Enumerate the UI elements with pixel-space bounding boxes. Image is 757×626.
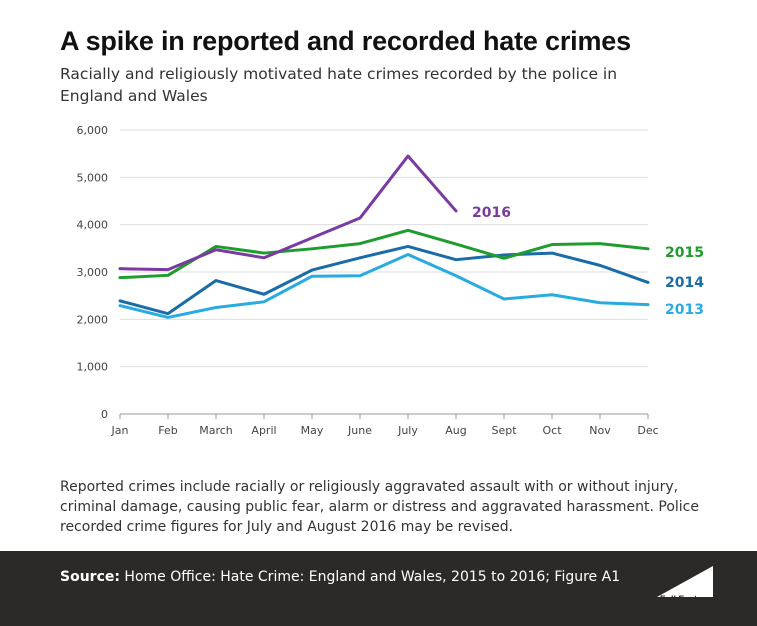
y-tick-label: 1,000 (77, 361, 109, 374)
series-line-2016 (118, 154, 458, 272)
x-axis: Jan Feb March April May June July Aug Sept Oct Nov… (111, 414, 659, 437)
chart-title: A spike in reported and recorded hate cr… (60, 26, 631, 56)
series-lines (118, 154, 650, 319)
series-labels: 2013 2014 2015 2016 (472, 205, 704, 318)
x-tick-label: July (397, 424, 418, 437)
series-line-2013 (118, 252, 650, 319)
footer: Source: Home Office: Hate Crime: England… (0, 551, 757, 626)
x-tick-label: Sept (491, 424, 517, 437)
chart-subtitle: Racially and religiously motivated hate … (60, 65, 618, 105)
y-tick-label: 0 (101, 408, 108, 421)
logo-text: Full Fact (660, 594, 697, 604)
x-tick-label: April (251, 424, 276, 437)
y-tick-label: 6,000 (77, 124, 109, 137)
x-tick-label: Feb (158, 424, 177, 437)
series-line-2015 (118, 228, 650, 280)
y-tick-label: 3,000 (77, 266, 109, 279)
chart-note: Reported crimes include racially or reli… (60, 479, 699, 535)
series-line-2014 (118, 244, 650, 316)
series-label-2014: 2014 (665, 275, 704, 291)
x-tick-label: May (301, 424, 324, 437)
y-axis: 0 1,000 2,000 3,000 4,000 5,000 6,000 (77, 124, 109, 421)
x-tick-label: March (199, 424, 233, 437)
full-fact-logo-icon: Full Fact (657, 566, 713, 605)
x-tick-label: Dec (637, 424, 658, 437)
source-label: Source: (60, 569, 120, 585)
source-line: Source: Home Office: Hate Crime: England… (60, 569, 620, 585)
x-tick-label: Oct (542, 424, 562, 437)
x-tick-label: Nov (589, 424, 611, 437)
gridlines (120, 129, 648, 415)
x-tick-label: Aug (445, 424, 466, 437)
x-tick-label: Jan (111, 424, 129, 437)
series-label-2015: 2015 (665, 245, 704, 261)
x-tick-label: June (347, 424, 372, 437)
series-label-2016: 2016 (472, 205, 511, 221)
y-tick-label: 5,000 (77, 171, 109, 184)
y-tick-label: 4,000 (77, 219, 109, 232)
y-tick-label: 2,000 (77, 313, 109, 326)
line-chart: 0 1,000 2,000 3,000 4,000 5,000 6,000 Jan Feb Ma… (77, 124, 705, 437)
series-label-2013: 2013 (665, 302, 704, 318)
source-text: Home Office: Hate Crime: England and Wal… (124, 569, 621, 585)
